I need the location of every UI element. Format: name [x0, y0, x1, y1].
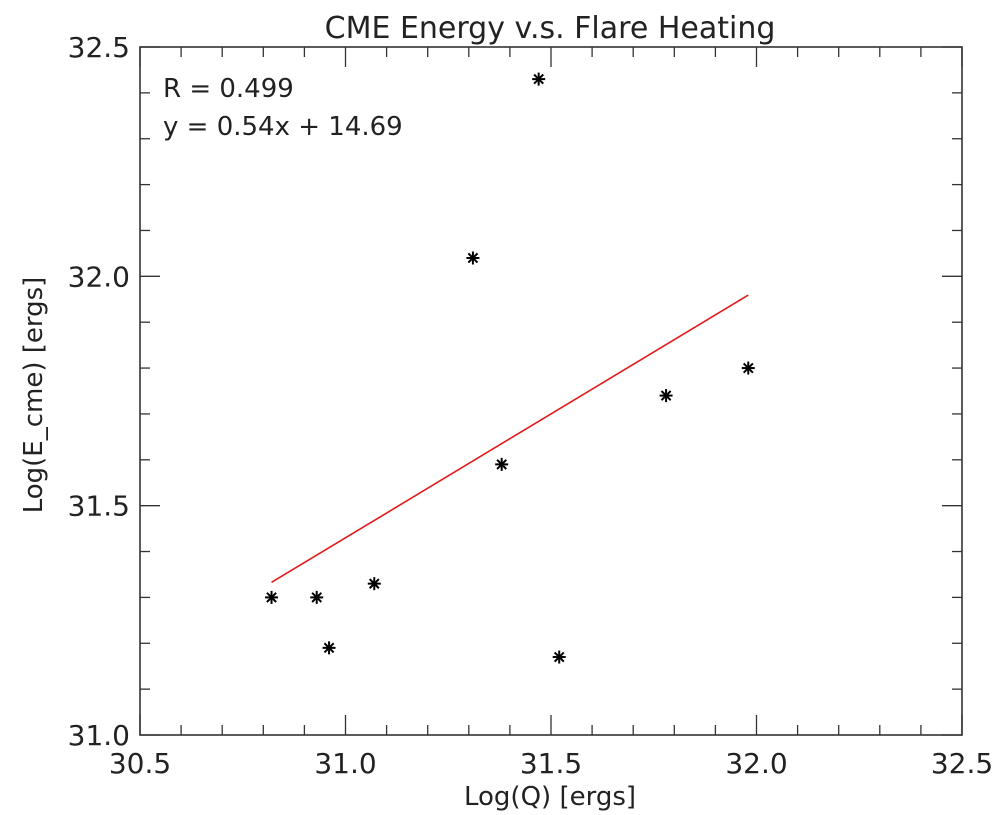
- data-point-stroke: [368, 578, 380, 589]
- data-point-stroke: [660, 390, 672, 401]
- data-point: [532, 72, 546, 86]
- data-point: [466, 251, 480, 265]
- data-point: [659, 389, 673, 403]
- data-point: [552, 650, 566, 664]
- data-point: [322, 641, 336, 655]
- data-point: [367, 577, 381, 591]
- fit-line: [271, 294, 749, 584]
- chart-title: CME Energy v.s. Flare Heating: [325, 11, 776, 46]
- y-tick-label: 32.0: [68, 260, 130, 293]
- data-point-stroke: [467, 252, 479, 264]
- annotation-fit-equation: y = 0.54x + 14.69: [163, 112, 403, 142]
- y-axis-title-group: Log(E_cme) [ergs]: [19, 277, 49, 514]
- annotation-r-value: R = 0.499: [163, 74, 294, 104]
- x-tick-label: 30.5: [109, 747, 171, 780]
- data-point-stroke: [266, 592, 277, 603]
- data-point-stroke: [742, 362, 754, 374]
- data-point: [741, 361, 755, 375]
- plot-layer: 30.5 31.0 31.5 32.0 32.531.031.532.032.5: [68, 31, 994, 780]
- y-axis-title: Log(E_cme) [ergs]: [19, 277, 49, 514]
- y-tick-label: 32.5: [68, 31, 130, 64]
- data-point: [495, 457, 509, 471]
- data-point-stroke: [323, 642, 335, 654]
- data-point-stroke: [311, 592, 323, 603]
- data-point: [265, 590, 279, 604]
- y-tick-label: 31.5: [68, 490, 130, 523]
- data-point-stroke: [496, 459, 507, 470]
- x-tick-label: 32.5: [931, 747, 993, 780]
- x-tick-label: 32.0: [725, 747, 787, 780]
- x-tick-label: 31.0: [314, 747, 376, 780]
- data-point-stroke: [533, 73, 544, 85]
- y-tick-label: 31.0: [68, 719, 130, 752]
- x-axis-title: Log(Q) [ergs]: [464, 782, 636, 812]
- data-point-stroke: [553, 651, 565, 663]
- x-tick-label: 31.5: [520, 747, 582, 780]
- data-point: [310, 590, 324, 604]
